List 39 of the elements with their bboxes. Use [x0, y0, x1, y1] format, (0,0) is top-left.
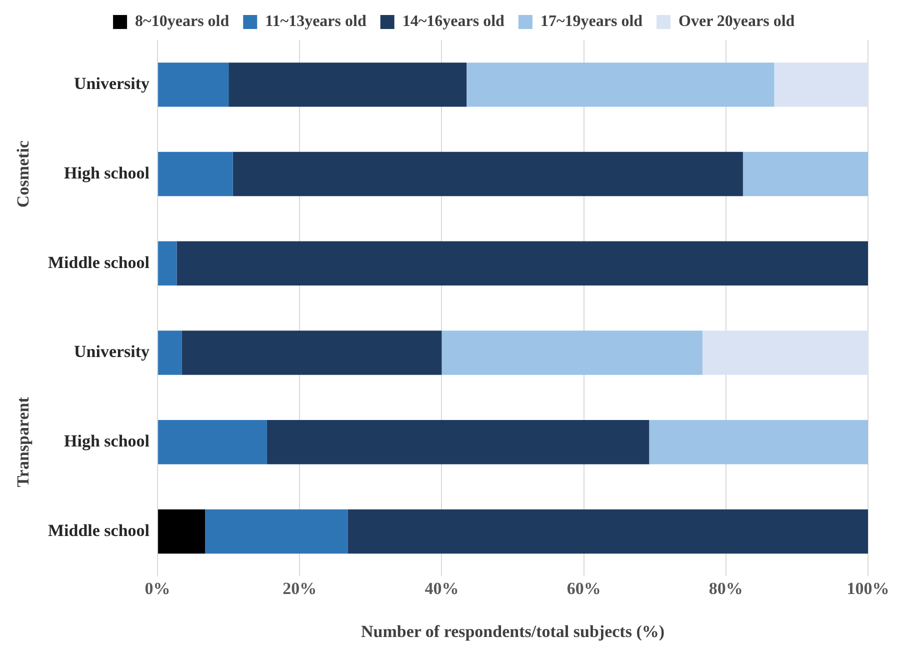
- bar: [232, 152, 743, 196]
- y-tick-label: University: [74, 74, 150, 94]
- legend-label: 11~13years old: [265, 13, 366, 30]
- bar: [228, 62, 467, 107]
- x-axis-title: Number of respondents/total subjects (%): [361, 622, 665, 642]
- text: Transparent: [13, 396, 32, 488]
- bar: [158, 62, 229, 107]
- bar: [348, 509, 868, 554]
- x-tick-label: 0%: [144, 578, 170, 598]
- bar: [205, 509, 348, 554]
- legend-label: Over 20years old: [678, 13, 795, 30]
- y-tick-label: Middle school: [48, 520, 150, 540]
- x-tick-label: 100%: [846, 578, 890, 598]
- x-tick-label: 80%: [708, 578, 743, 598]
- bar: [466, 62, 774, 107]
- bar: [158, 420, 267, 464]
- y-tick-label: High school: [64, 163, 150, 182]
- y-tick-label: Middle school: [48, 252, 150, 272]
- bar: [774, 62, 868, 107]
- bar: [158, 241, 177, 286]
- bar: [158, 509, 206, 554]
- bar: [176, 241, 868, 286]
- x-tick-label: 60%: [566, 578, 601, 598]
- legend-label: 17~19years old: [540, 13, 643, 30]
- y-tick-label: University: [74, 342, 150, 362]
- y-tick-label: High school: [64, 432, 150, 451]
- bar: [442, 330, 702, 375]
- bar: [158, 330, 182, 375]
- text: Cosmetic: [13, 140, 32, 208]
- bar: [742, 152, 868, 196]
- bar: [182, 330, 442, 375]
- bar: [266, 420, 650, 464]
- legend-label: 14~16years old: [402, 13, 505, 30]
- bar: [649, 420, 868, 464]
- bar: [158, 152, 233, 196]
- legend-label: 8~10years old: [135, 13, 230, 30]
- x-tick-label: 40%: [424, 578, 459, 598]
- bar: [702, 330, 868, 375]
- x-tick-label: 20%: [282, 578, 317, 598]
